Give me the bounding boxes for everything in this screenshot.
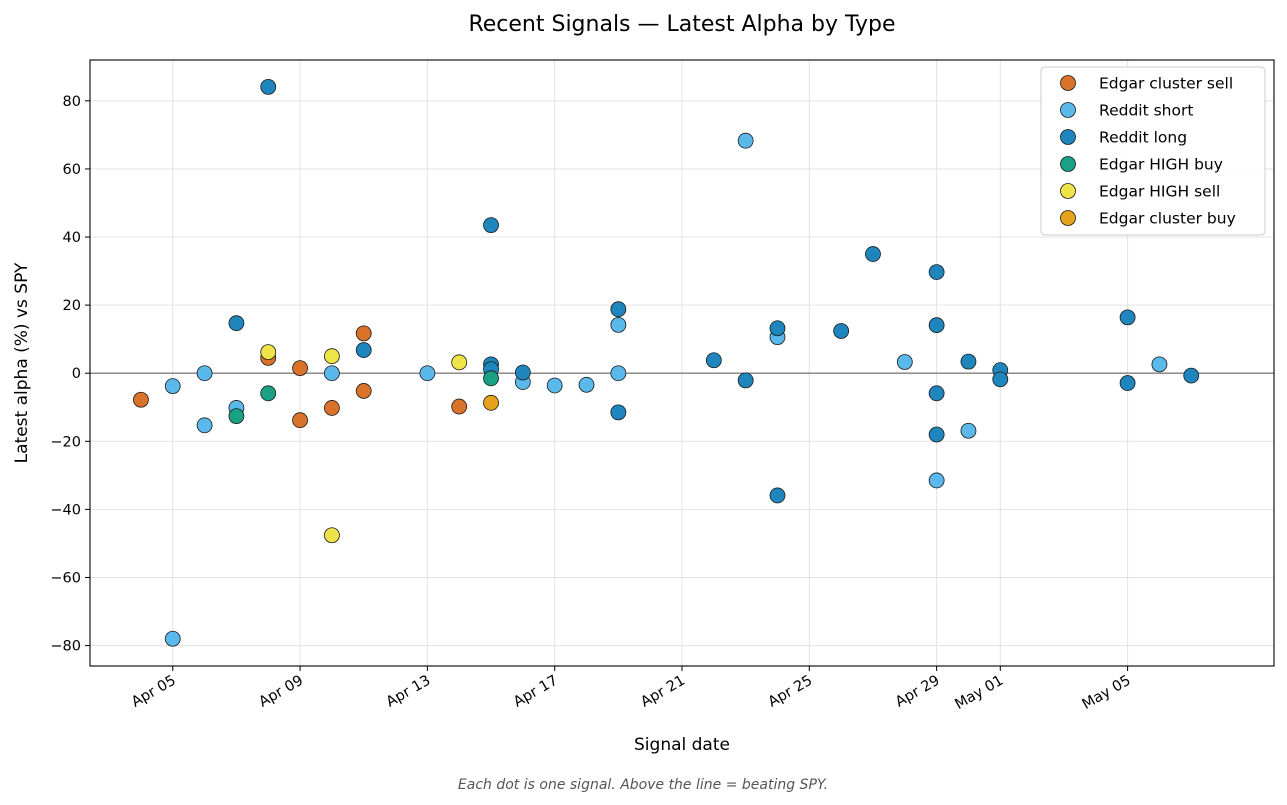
data-point [355,383,372,399]
series-edgar-high-buy [228,370,499,425]
x-tick-label: Apr 13 [384,673,434,711]
data-point [705,352,722,369]
series-reddit-short [164,132,1168,647]
legend-marker [1060,129,1076,145]
points-layer [133,78,1200,647]
legend-label: Edgar cluster buy [1099,210,1236,228]
data-point [483,217,499,234]
series-reddit-long [228,78,1200,504]
data-point [133,391,149,408]
x-axis: Apr 05 Apr 09 Apr 13 Apr 17 Apr 21 Apr 25 Apr … [129,666,1134,713]
data-point [960,422,977,439]
series-edgar-cluster-buy [483,394,499,411]
data-point [323,400,340,416]
data-point [164,378,181,395]
data-point [737,132,754,149]
x-tick-label: Apr 17 [511,673,561,711]
legend-marker [1060,156,1076,172]
data-point [610,301,627,318]
data-point [228,315,245,332]
data-point [260,385,277,402]
y-tick-label: 80 [63,94,81,110]
x-axis-label: Signal date [634,735,730,755]
data-point [260,78,277,95]
data-point [419,365,436,382]
legend-label: Reddit long [1099,129,1187,147]
data-point [323,365,340,382]
data-point [1119,375,1136,391]
y-tick-label: 40 [63,230,81,246]
data-point [514,364,531,381]
data-point [355,342,372,358]
data-point [260,344,277,361]
y-axis: 80 60 40 20 0 −20 −40 −60 −80 [50,94,90,655]
x-tick-label: Apr 09 [256,673,306,711]
data-point [546,377,563,394]
y-tick-label: −40 [50,502,81,518]
legend-box [1040,66,1266,236]
y-tick-label: 20 [63,298,81,314]
legend-label: Edgar HIGH buy [1099,156,1223,174]
data-point [737,372,754,389]
data-point [992,371,1009,388]
y-tick-label: −80 [50,639,81,655]
x-tick-label: Apr 05 [129,673,179,711]
legend: Edgar cluster sell Reddit short Reddit lon… [1040,66,1266,236]
data-point [323,527,340,544]
legend-marker [1060,102,1076,118]
data-point [1183,367,1200,384]
x-tick-label: Apr 25 [766,673,816,711]
y-tick-label: 60 [63,162,81,178]
y-axis-label: Latest alpha (%) vs SPY [12,262,32,463]
data-point [196,417,213,434]
series-edgar-high-sell [260,344,468,544]
data-point [164,630,181,647]
y-tick-label: −60 [50,570,81,586]
data-point [451,398,468,415]
data-point [928,317,945,334]
legend-label: Edgar HIGH sell [1099,183,1220,201]
data-point [769,487,786,504]
x-tick-label: Apr 29 [893,673,943,711]
legend-label: Edgar cluster sell [1099,75,1233,93]
data-point [451,354,468,371]
legend-marker [1060,75,1076,91]
data-point [928,426,945,443]
data-point [355,325,372,342]
data-point [1151,356,1168,373]
data-point [896,354,913,370]
data-point [610,404,627,421]
data-point [323,348,340,365]
data-point [769,320,786,337]
data-point [610,316,627,333]
data-point [833,323,850,339]
y-tick-label: 0 [72,366,81,382]
data-point [578,376,595,393]
data-point [292,412,308,429]
data-point [928,385,945,402]
y-tick-label: −20 [50,434,81,450]
x-tick-label: Apr 21 [638,673,688,711]
data-point [1119,309,1136,326]
legend-label: Reddit short [1099,102,1193,120]
data-point [228,408,245,425]
data-point [292,360,308,377]
x-tick-label: May 01 [952,673,1006,713]
data-point [610,365,627,382]
legend-marker [1060,210,1076,226]
data-point [865,246,881,262]
chart-title: Recent Signals — Latest Alpha by Type [468,12,895,37]
x-tick-label: May 05 [1080,673,1134,713]
data-point [928,472,945,489]
data-point [483,370,499,387]
data-point [196,365,213,382]
data-point [960,353,977,370]
legend-marker [1060,183,1076,199]
chart-caption: Each dot is one signal. Above the line =… [458,777,828,793]
data-point [483,394,499,411]
data-point [928,264,945,281]
